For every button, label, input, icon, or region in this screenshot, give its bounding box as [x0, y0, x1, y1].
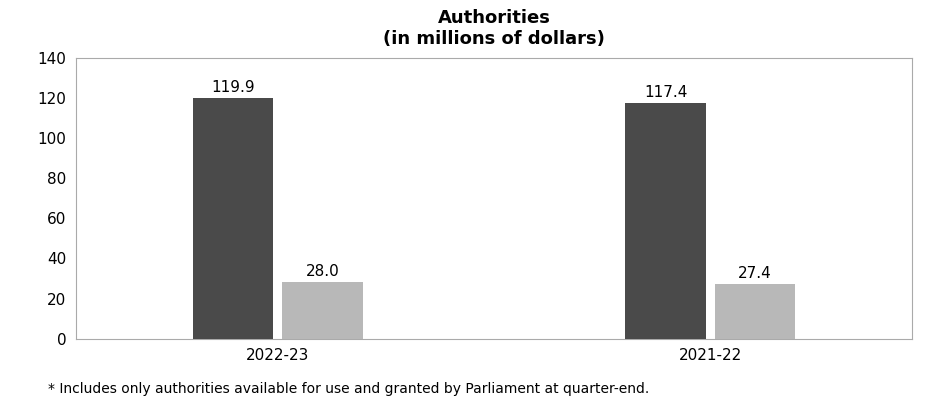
Bar [714, 284, 795, 339]
Bar [625, 103, 706, 339]
Text: 117.4: 117.4 [644, 85, 687, 100]
Bar [282, 282, 363, 339]
Title: Authorities
(in millions of dollars): Authorities (in millions of dollars) [383, 9, 605, 48]
Text: * Includes only authorities available for use and granted by Parliament at quart: * Includes only authorities available fo… [48, 382, 649, 396]
Bar [193, 98, 274, 339]
Text: 28.0: 28.0 [306, 264, 339, 280]
Text: 27.4: 27.4 [738, 266, 771, 281]
Text: 119.9: 119.9 [211, 80, 255, 95]
Legend: Available*, Used: Available*, Used [392, 411, 596, 413]
